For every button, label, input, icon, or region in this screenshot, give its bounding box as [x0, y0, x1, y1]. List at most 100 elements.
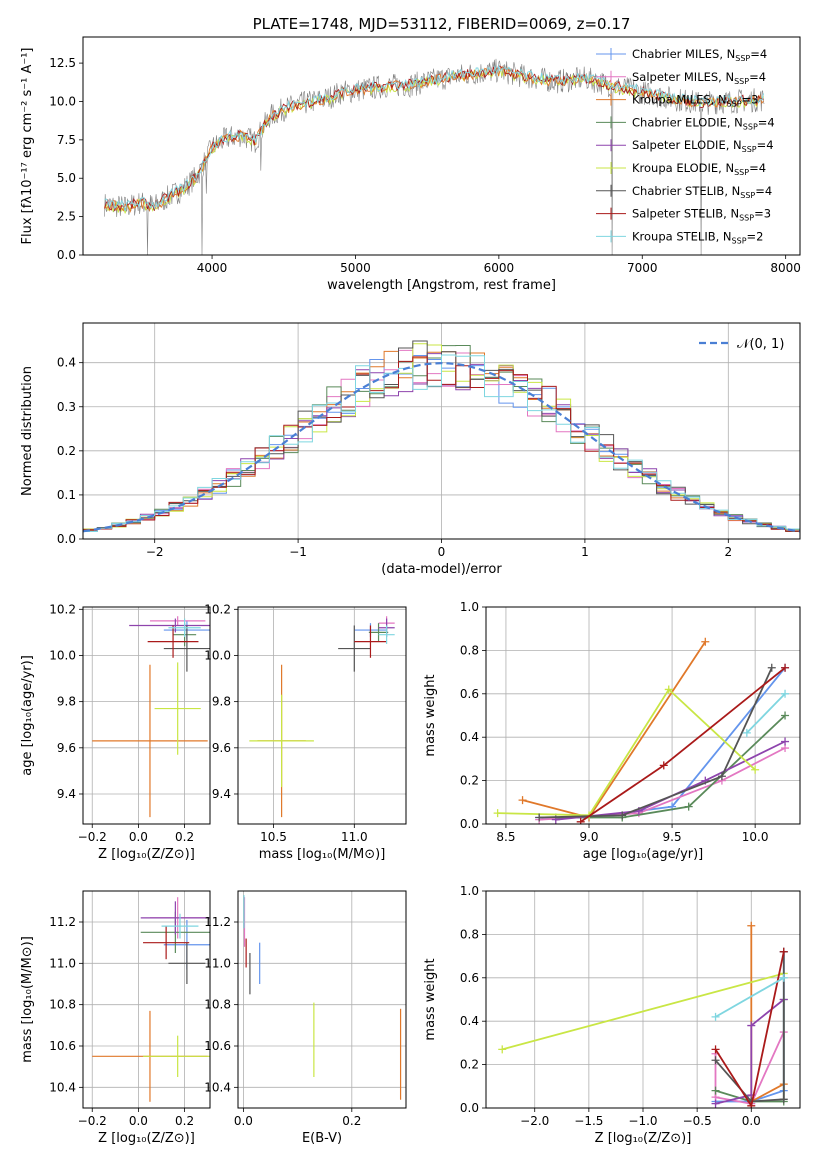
- axes-frame: [82, 606, 211, 825]
- x-tick-label: −1.0: [628, 1114, 657, 1128]
- legend-entry: Chabrier ELODIE, NSSP=4: [632, 115, 775, 131]
- x-tick-label: 9.5: [663, 830, 682, 844]
- mass-weight-line: [714, 951, 785, 1103]
- y-axis-label: mass weight: [423, 958, 438, 1040]
- errorbar-point: [378, 625, 395, 644]
- mass-weight-marker: [711, 1056, 720, 1065]
- y-axis-label: mass weight: [423, 674, 438, 756]
- errorbar-point: [140, 901, 210, 935]
- axes-frame: [82, 36, 801, 256]
- y-tick-label: 0.4: [460, 730, 479, 744]
- mass-weight-line: [746, 693, 786, 734]
- x-tick-label: −2: [146, 545, 164, 559]
- errorbar-point: [161, 913, 199, 939]
- mass-weight-marker: [779, 947, 788, 956]
- y-tick-label: 11.2: [204, 915, 231, 929]
- mass-weight-marker: [779, 1095, 788, 1104]
- errorbar-point: [143, 926, 190, 960]
- axes-frame: [237, 606, 407, 825]
- legend-entry: Kroupa STELIB, NSSP=2: [632, 229, 763, 245]
- model-spectrum: [104, 64, 765, 212]
- y-axis-label: age [log₁₀(age/yr)]: [20, 655, 35, 776]
- errorbar-point: [92, 664, 208, 818]
- legend-entry: Salpeter STELIB, NSSP=3: [632, 207, 771, 223]
- mass-weight-vs-metallicity-panel: −2.0 −1.5 −1.0 −0.5 0.0 0.0 0.2 0.4 0.6 0.8 1.0 Z […: [423, 884, 801, 1146]
- y-tick-label: 10.8: [49, 998, 76, 1012]
- residual-histogram: [83, 354, 800, 532]
- mass-weight-line: [715, 998, 785, 1105]
- y-tick-label: 0.6: [460, 687, 479, 701]
- x-tick-label: 9.0: [579, 830, 598, 844]
- y-tick-label: 0.2: [460, 774, 479, 788]
- mass-weight-marker: [781, 737, 790, 746]
- y-tick-label: 0.0: [57, 248, 76, 262]
- x-tick-label: 1: [581, 545, 589, 559]
- y-tick-label: 0.4: [460, 1014, 479, 1028]
- y-tick-label: 0.8: [460, 643, 479, 657]
- residual-histogram-panel: −2 −1 0 1 2 0.0 0.1 0.2 0.3 0.4 (data-model)/error…: [20, 322, 801, 577]
- legend-entry: Salpeter MILES, NSSP=4: [632, 70, 766, 86]
- mass-weight-line: [539, 667, 773, 819]
- x-tick-label: −0.2: [78, 830, 107, 844]
- mass-weight-marker: [781, 689, 790, 698]
- axes-frame: [82, 322, 801, 540]
- errorbar-point: [354, 625, 387, 658]
- x-tick-label: 2: [724, 545, 732, 559]
- mass-weight-marker: [717, 772, 726, 781]
- y-tick-label: 11.2: [49, 915, 76, 929]
- y-tick-label: 9.8: [212, 695, 231, 709]
- y-tick-label: 10.6: [49, 1039, 76, 1053]
- errorbar-point: [163, 625, 210, 672]
- errorbar-point: [168, 618, 201, 638]
- axes-frame: [485, 890, 801, 1109]
- mass-weight-marker: [747, 1021, 756, 1030]
- y-tick-label: 7.5: [57, 133, 76, 147]
- mass-weight-line: [539, 667, 786, 819]
- x-tick-label: 10.0: [742, 830, 769, 844]
- mass-weight-marker: [747, 921, 756, 930]
- spectrum-panel: 4000 5000 6000 7000 8000 0.0 2.5 5.0 7.5 10.0 12.5…: [20, 15, 801, 293]
- mass-weight-line: [714, 1031, 785, 1105]
- mass-weight-line: [714, 951, 785, 1108]
- y-tick-label: 0.2: [460, 1058, 479, 1072]
- mass-weight-line: [522, 641, 707, 819]
- y-axis-label: Normed distribution: [20, 366, 35, 496]
- x-tick-label: −0.2: [78, 1114, 107, 1128]
- errorbar-point: [147, 625, 199, 658]
- mass-vs-metallicity-panel: −0.2 0.0 0.2 10.4 10.6 10.8 11.0 11.2 Z [log₁₀(Z…: [20, 890, 211, 1146]
- x-tick-label: 0.0: [234, 1114, 253, 1128]
- errorbar-point: [338, 625, 371, 672]
- x-tick-label: 4000: [197, 261, 228, 275]
- x-tick-label: 6000: [484, 261, 515, 275]
- x-tick-label: 0.0: [129, 830, 148, 844]
- mass-weight-marker: [779, 973, 788, 982]
- mass-weight-marker: [659, 761, 668, 770]
- errorbar-point: [149, 616, 206, 626]
- x-axis-label: E(B-V): [302, 1131, 342, 1146]
- x-tick-label: −2.0: [520, 1114, 549, 1128]
- y-tick-label: 0.3: [57, 400, 76, 414]
- y-tick-label: 0.0: [460, 817, 479, 831]
- legend-entry: Chabrier MILES, NSSP=4: [632, 47, 767, 63]
- mass-weight-marker: [711, 1086, 720, 1095]
- y-tick-label: 10.0: [49, 648, 76, 662]
- y-tick-label: 9.4: [57, 787, 76, 801]
- y-tick-label: 9.4: [212, 787, 231, 801]
- x-tick-label: 0.0: [742, 1114, 761, 1128]
- y-tick-label: 0.4: [57, 356, 76, 370]
- y-tick-label: 11.0: [204, 956, 231, 970]
- y-tick-label: 12.5: [49, 56, 76, 70]
- mass-weight-marker: [781, 663, 790, 672]
- legend-entry: Kroupa ELODIE, NSSP=4: [632, 161, 766, 177]
- mass-weight-line: [715, 951, 785, 1103]
- y-tick-label: 2.5: [57, 210, 76, 224]
- x-axis-label: Z [log₁₀(Z/Z⊙)]: [98, 1131, 195, 1146]
- mass-weight-marker: [711, 1099, 720, 1108]
- mass-weight-marker: [535, 813, 544, 822]
- x-tick-label: −1: [289, 545, 307, 559]
- x-axis-label: age [log₁₀(age/yr)]: [583, 847, 704, 862]
- y-tick-label: 0.6: [460, 971, 479, 985]
- errorbar-point: [249, 694, 314, 788]
- mass-weight-marker: [751, 765, 760, 774]
